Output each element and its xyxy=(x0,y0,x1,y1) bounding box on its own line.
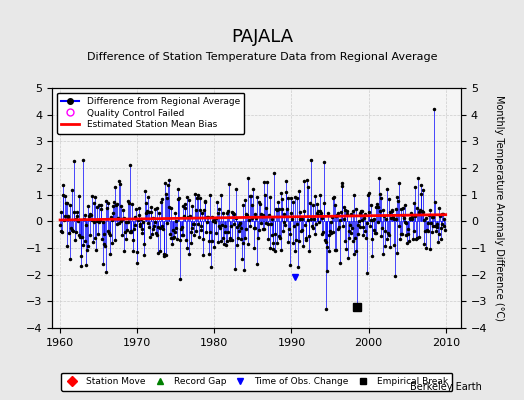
Legend: Station Move, Record Gap, Time of Obs. Change, Empirical Break: Station Move, Record Gap, Time of Obs. C… xyxy=(61,373,452,391)
Text: Difference of Station Temperature Data from Regional Average: Difference of Station Temperature Data f… xyxy=(87,52,437,62)
Y-axis label: Monthly Temperature Anomaly Difference (°C): Monthly Temperature Anomaly Difference (… xyxy=(494,95,504,321)
Text: Berkeley Earth: Berkeley Earth xyxy=(410,382,482,392)
Text: PAJALA: PAJALA xyxy=(231,28,293,46)
